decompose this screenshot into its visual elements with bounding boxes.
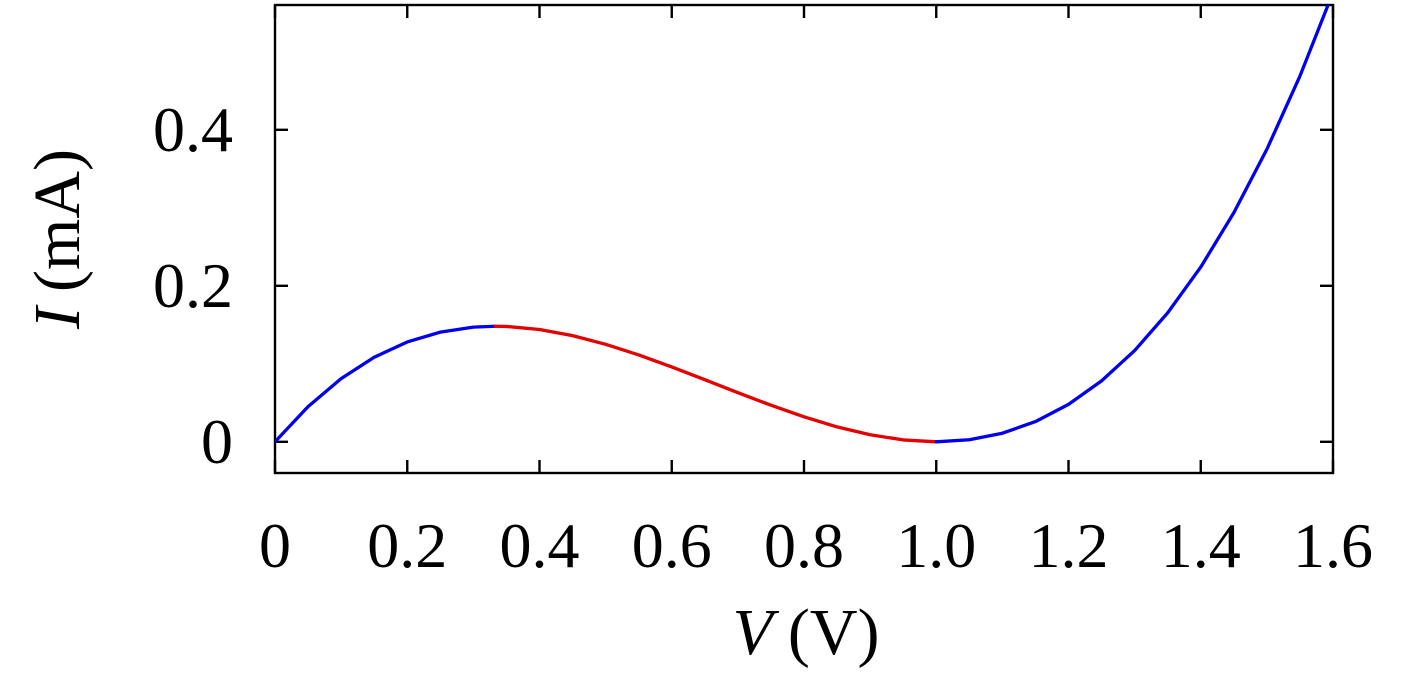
y-axis-unit: (mA) bbox=[21, 149, 94, 292]
y-tick-label: 0.4 bbox=[153, 93, 233, 165]
x-tick-label: 0 bbox=[259, 510, 291, 581]
curve-rising-branch-right bbox=[934, 5, 1330, 444]
curve-rising-branch-left bbox=[275, 324, 498, 444]
x-tick-label: 1.2 bbox=[1028, 510, 1109, 581]
y-axis-variable: I bbox=[21, 306, 94, 329]
y-axis-label: I (mA) bbox=[21, 149, 94, 329]
plot-frame bbox=[273, 3, 1335, 475]
x-tick-label: 0.8 bbox=[764, 510, 844, 581]
x-tick-label: 0.2 bbox=[367, 510, 448, 581]
x-axis-unit: (V) bbox=[787, 596, 880, 669]
x-tick-label: 0.4 bbox=[499, 510, 580, 581]
x-tick-label: 0.6 bbox=[631, 510, 712, 581]
x-axis-label: V (V) bbox=[733, 600, 880, 666]
x-tick-label: 1.6 bbox=[1293, 510, 1373, 581]
curve-negative-slope-branch bbox=[493, 324, 938, 444]
y-tick-label: 0.2 bbox=[153, 249, 233, 321]
y-tick-label: 0 bbox=[201, 405, 233, 477]
x-tick-label: 1.0 bbox=[896, 510, 977, 581]
x-axis-variable: V bbox=[732, 596, 773, 669]
x-tick-label: 1.4 bbox=[1160, 510, 1241, 581]
